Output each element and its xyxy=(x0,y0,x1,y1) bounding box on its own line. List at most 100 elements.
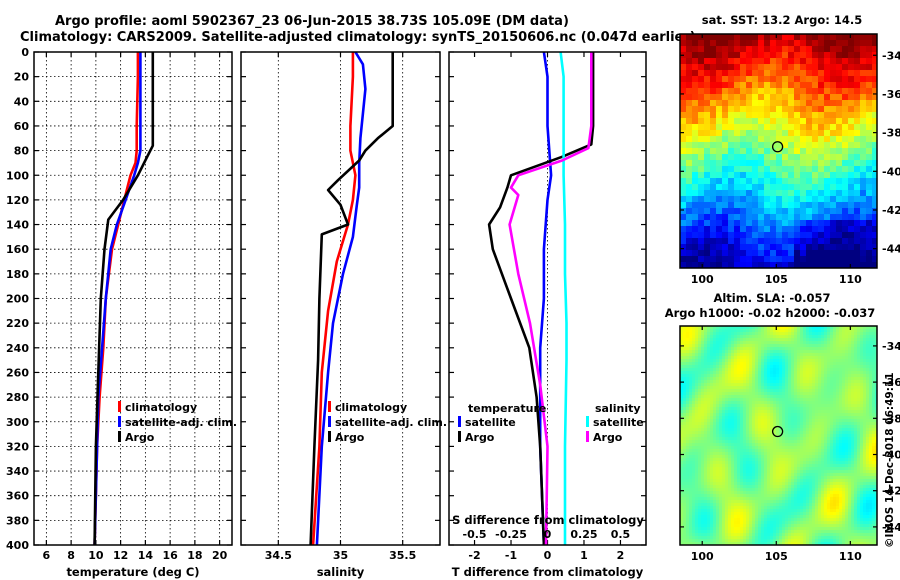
map-cell xyxy=(740,386,744,390)
map-cell xyxy=(695,398,699,402)
map-cell xyxy=(746,389,750,393)
map-cell xyxy=(740,389,744,393)
map-cell xyxy=(740,422,744,426)
map-cell xyxy=(710,392,714,396)
map-cell xyxy=(806,344,810,348)
map-cell xyxy=(845,437,849,441)
map-cell xyxy=(710,46,717,53)
map-cell xyxy=(845,383,849,387)
map-cell xyxy=(836,443,840,447)
map-cell xyxy=(752,443,756,447)
map-cell xyxy=(860,392,864,396)
map-cell xyxy=(737,338,741,342)
map-cell xyxy=(770,356,774,360)
map-cell xyxy=(851,344,855,348)
map-cell xyxy=(845,329,849,333)
map-cell xyxy=(695,479,699,483)
map-cell xyxy=(752,461,756,465)
map-cell xyxy=(812,220,819,227)
map-cell xyxy=(794,160,801,167)
map-cell xyxy=(719,434,723,438)
map-cell xyxy=(812,365,816,369)
map-cell xyxy=(701,368,705,372)
map-cell xyxy=(728,350,732,354)
map-cell xyxy=(746,380,750,384)
map-cell xyxy=(785,443,789,447)
map-cell xyxy=(842,118,849,125)
map-cell xyxy=(854,419,858,423)
map-cell xyxy=(794,184,801,191)
map-cell xyxy=(752,413,756,417)
map-cell xyxy=(830,467,834,471)
map-cell xyxy=(719,443,723,447)
map-cell xyxy=(734,464,738,468)
map-cell xyxy=(824,76,831,83)
map-cell xyxy=(758,106,765,113)
map-cell xyxy=(743,356,747,360)
map-cell xyxy=(749,380,753,384)
map-cell xyxy=(818,136,825,143)
map-cell xyxy=(842,172,849,179)
map-cell xyxy=(782,404,786,408)
map-cell xyxy=(818,392,822,396)
map-cell xyxy=(794,338,798,342)
map-cell xyxy=(680,464,684,468)
map-cell xyxy=(833,422,837,426)
map-cell xyxy=(854,410,858,414)
map-cell xyxy=(803,368,807,372)
map-cell xyxy=(818,214,825,221)
map-cell xyxy=(806,476,810,480)
map-cell xyxy=(812,395,816,399)
map-cell xyxy=(785,332,789,336)
map-cell xyxy=(680,416,684,420)
map-cell xyxy=(680,404,684,408)
map-cell xyxy=(821,431,825,435)
map-cell xyxy=(833,473,837,477)
map-cell xyxy=(827,443,831,447)
map-cell xyxy=(731,356,735,360)
map-cell xyxy=(797,332,801,336)
map-cell xyxy=(848,332,852,336)
sla-map-title-line-1: Altim. SLA: -0.057 xyxy=(713,291,830,305)
map-cell xyxy=(869,449,873,453)
map-cell xyxy=(764,437,768,441)
map-cell xyxy=(773,479,777,483)
map-cell xyxy=(791,446,795,450)
map-cell xyxy=(794,244,801,251)
map-cell xyxy=(842,58,849,65)
map-cell xyxy=(866,52,873,59)
map-cell xyxy=(866,220,873,227)
map-cell xyxy=(746,434,750,438)
map-cell xyxy=(797,434,801,438)
map-cell xyxy=(710,461,714,465)
map-cell xyxy=(740,214,747,221)
map-cell xyxy=(791,404,795,408)
map-cell xyxy=(722,461,726,465)
map-cell xyxy=(812,232,819,239)
map-cell xyxy=(725,437,729,441)
map-cell xyxy=(713,398,717,402)
map-cell xyxy=(839,395,843,399)
map-cell xyxy=(680,461,684,465)
map-cell xyxy=(845,410,849,414)
map-cell xyxy=(800,395,804,399)
map-cell xyxy=(839,416,843,420)
map-cell xyxy=(794,88,801,95)
map-cell xyxy=(857,362,861,366)
map-cell xyxy=(812,467,816,471)
map-cell xyxy=(692,142,699,149)
map-cell xyxy=(800,172,807,179)
map-cell xyxy=(761,440,765,444)
map-cell xyxy=(722,58,729,65)
map-cell xyxy=(746,250,753,257)
map-cell xyxy=(800,389,804,393)
map-cell xyxy=(752,232,759,239)
map-cell xyxy=(869,332,873,336)
map-cell xyxy=(749,473,753,477)
map-cell xyxy=(758,365,762,369)
map-cell xyxy=(782,220,789,227)
map-cell xyxy=(749,329,753,333)
map-cell xyxy=(848,100,855,107)
map-cell xyxy=(698,479,702,483)
map-cell xyxy=(830,100,837,107)
